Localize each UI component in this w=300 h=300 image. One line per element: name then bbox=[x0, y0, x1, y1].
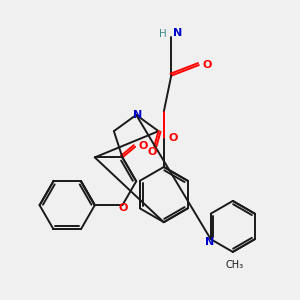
Text: N: N bbox=[133, 110, 142, 120]
Text: O: O bbox=[119, 203, 128, 213]
Text: N: N bbox=[173, 28, 183, 38]
Text: O: O bbox=[138, 141, 148, 151]
Text: H: H bbox=[159, 29, 167, 39]
Text: O: O bbox=[168, 133, 177, 143]
Text: N: N bbox=[205, 237, 214, 248]
Text: O: O bbox=[148, 147, 157, 158]
Text: CH₃: CH₃ bbox=[226, 260, 244, 270]
Text: O: O bbox=[202, 60, 211, 70]
